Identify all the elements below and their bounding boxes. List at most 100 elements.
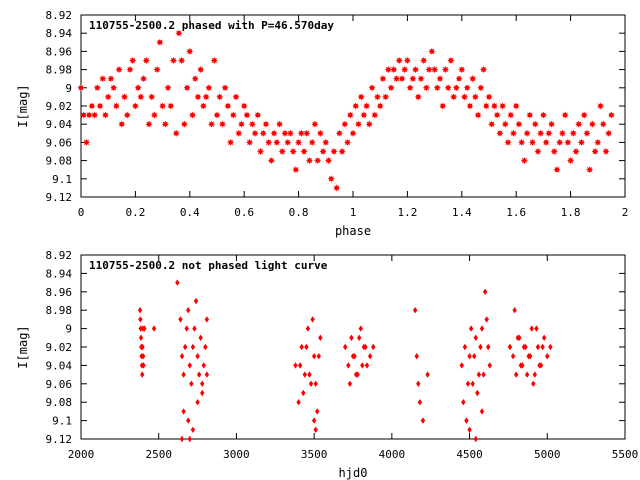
data-point [360,362,365,369]
data-point [275,120,284,128]
data-point [387,84,395,92]
data-point [204,316,210,323]
data-point [548,343,553,351]
data-point [179,435,185,443]
data-point [490,102,499,110]
data-point [237,120,246,128]
data-point [181,371,186,378]
y-tick-label: 9.1 [52,415,72,428]
data-point [304,343,309,351]
data-point [292,166,300,174]
data-point [540,343,545,351]
data-point [284,138,292,146]
data-point [364,362,370,369]
data-point [91,111,99,119]
data-point [411,66,420,74]
data-point [190,343,196,351]
x-tick-label: 3000 [223,448,250,461]
x-tick-label: 0.2 [125,206,145,219]
data-point [529,325,534,332]
data-point [602,147,610,156]
y-tick-label: 8.98 [46,304,73,317]
data-point [452,84,460,92]
data-point [184,325,189,332]
x-axis-label: hjd0 [339,466,368,480]
data-point [507,343,513,351]
data-point [246,138,254,146]
y-tick-label: 9.02 [46,341,73,354]
data-point [318,334,323,341]
data-point [553,166,561,174]
data-point [523,129,531,137]
data-point [88,102,96,110]
data-point [384,66,392,74]
data-point [99,75,107,83]
data-point [412,307,418,314]
data-point [591,147,599,156]
data-point [218,120,227,128]
data-point [140,353,146,360]
data-point [110,84,118,92]
data-point [479,408,485,415]
data-point [151,325,157,332]
data-point [561,111,569,119]
data-point [488,120,496,128]
data-point [376,102,384,110]
data-point [346,362,351,369]
data-point [286,129,295,137]
y-tick-label: 9.08 [46,155,73,168]
x-tick-label: 5500 [612,448,639,461]
data-point [501,120,509,128]
data-point [428,47,436,55]
data-point [305,157,314,165]
data-point [401,66,409,74]
data-point [289,147,297,156]
data-point [96,102,104,110]
data-point [172,129,180,137]
data-point [164,84,172,92]
data-point [235,129,243,137]
data-point [431,66,439,74]
data-point [521,343,527,351]
chart-title: 110755-2500.2 phased with P=46.570day [89,19,334,32]
data-point [417,75,425,83]
data-point [420,56,428,65]
x-tick-label: 5000 [534,448,561,461]
y-tick-label: 8.92 [46,9,73,22]
y-tick-label: 9.04 [46,359,73,372]
data-point [507,111,515,119]
data-point [363,102,371,110]
data-point [338,147,346,156]
data-point [313,380,318,387]
data-points [77,29,615,192]
y-tick-label: 8.94 [46,27,73,40]
data-point [299,343,304,351]
data-point [156,38,164,46]
data-point [343,343,348,351]
data-point [150,111,159,119]
data-point [315,408,320,415]
data-point [131,102,139,110]
data-point [514,371,519,378]
x-tick-label: 4500 [456,448,483,461]
data-point [186,47,194,55]
data-point [343,138,352,146]
y-tick-label: 9.06 [46,378,73,391]
data-point [509,129,518,137]
data-point [486,343,491,351]
data-point [138,334,144,341]
data-point [123,111,131,119]
x-tick-label: 0 [78,206,85,219]
data-point [311,120,319,128]
data-point [120,93,129,101]
data-point [531,380,536,387]
data-point [461,399,466,406]
data-point [112,102,120,110]
data-point [140,343,145,351]
data-point [137,307,143,314]
data-point [496,129,504,137]
data-point [195,399,200,406]
data-point [465,380,471,387]
data-point [204,371,210,378]
data-point [425,371,430,378]
